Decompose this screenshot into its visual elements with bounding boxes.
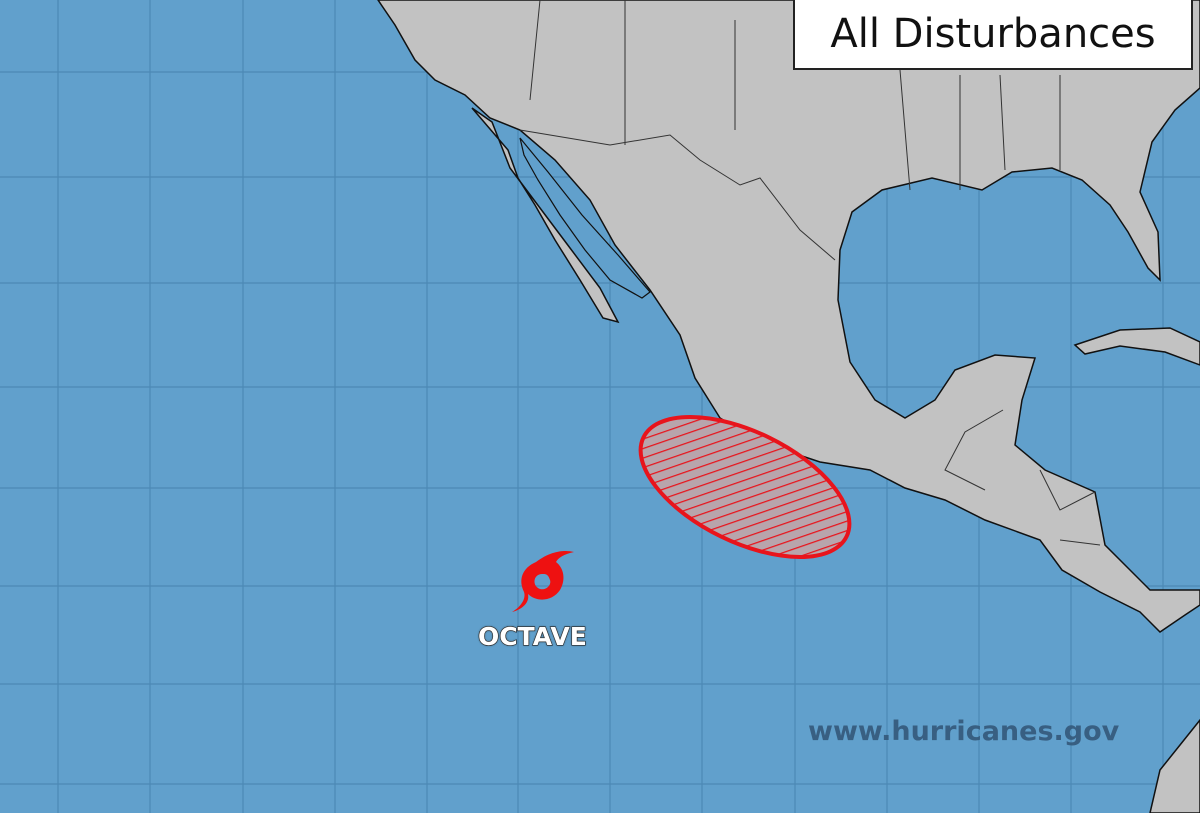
gulf-of-california (519, 137, 651, 299)
outlook-area-hatched (638, 415, 852, 559)
political-borders (519, 0, 1101, 546)
storm-label-octave: OCTAVE (477, 621, 587, 651)
map-title: All Disturbances (793, 0, 1193, 70)
tropical-storm-icon (512, 551, 574, 612)
watermark: www.hurricanes.gov (808, 716, 1120, 747)
landmass (377, 0, 1200, 813)
